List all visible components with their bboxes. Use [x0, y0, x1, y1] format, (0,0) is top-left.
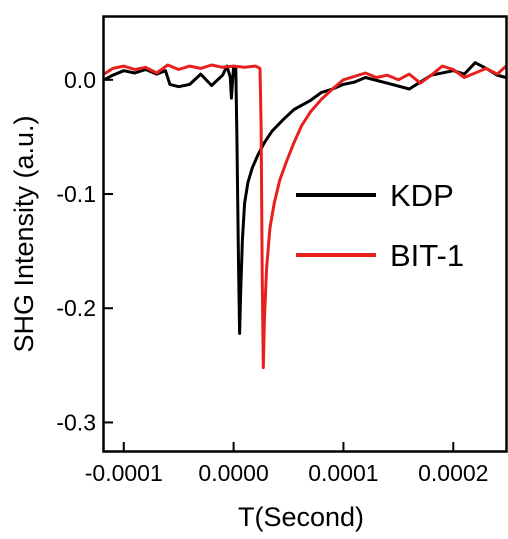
x-tick-label: 0.0000 [198, 460, 268, 486]
x-axis-title: T(Second) [238, 502, 364, 532]
y-tick-label: 0.0 [64, 67, 96, 93]
x-tick-label: -0.0001 [85, 460, 163, 486]
series-line-bit-1 [103, 63, 508, 370]
series-line-kdp [103, 61, 507, 335]
x-tick-label: 0.0002 [418, 460, 488, 486]
y-axis-title: SHG Intensity (a.u.) [9, 115, 39, 352]
y-tick-label: -0.3 [56, 409, 96, 435]
legend-label-bit-1: BIT-1 [390, 238, 464, 273]
legend: KDP BIT-1 [296, 178, 464, 273]
x-axis-ticks: -0.0001 0.0000 0.0001 0.0002 [85, 442, 488, 486]
plot-lines [103, 61, 508, 370]
plot-frame [102, 15, 508, 453]
y-tick-label: -0.2 [56, 295, 96, 321]
y-tick-label: -0.1 [56, 181, 96, 207]
legend-label-kdp: KDP [390, 178, 454, 213]
x-tick-label: 0.0001 [308, 460, 378, 486]
y-axis-ticks: 0.0 -0.1 -0.2 -0.3 [56, 67, 113, 435]
